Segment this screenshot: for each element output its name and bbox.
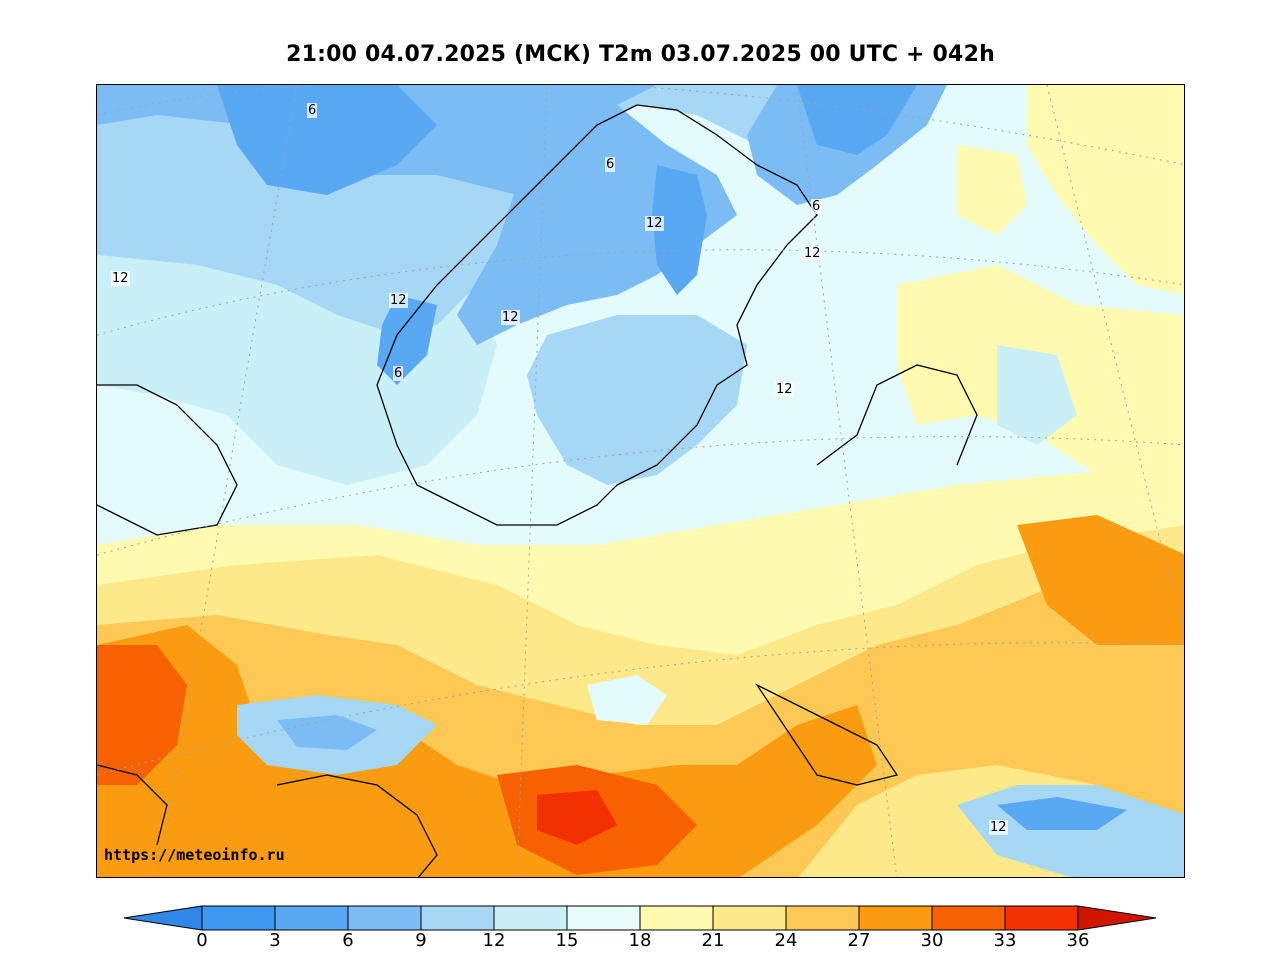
contour-label: 12	[645, 216, 664, 231]
colorbar-tick-label: 30	[920, 930, 944, 951]
band-33-36-iberia	[97, 645, 187, 785]
colorbar-cell	[347, 905, 422, 931]
coastlines	[97, 104, 978, 877]
colorbar-tick-label: 9	[415, 930, 427, 951]
colorbar-cell	[858, 905, 933, 931]
contour-label: 12	[989, 820, 1008, 835]
colorbar-cell	[566, 905, 641, 931]
band-6-9-scandinavia	[652, 165, 707, 295]
colorbar-cell	[201, 905, 276, 931]
colorbar-tick-label: 24	[774, 930, 798, 951]
colorbar-tick-label: 18	[628, 930, 652, 951]
band-36-plus	[537, 790, 617, 845]
contour-label: 6	[811, 199, 822, 214]
band-6-9-caucasus	[997, 797, 1127, 830]
colorbar-tick-label: 33	[993, 930, 1017, 951]
band-9-12-alps	[277, 715, 377, 750]
map-title: 21:00 04.07.2025 (МСК) T2m 03.07.2025 00…	[286, 42, 995, 67]
band-21-24-northeast	[1027, 85, 1184, 295]
colorbar-cell	[1004, 905, 1079, 931]
colorbar-tick-label: 15	[555, 930, 579, 951]
colorbar-tick-label: 27	[847, 930, 871, 951]
band-12-15-baltic	[527, 315, 747, 485]
band-6-9-norway	[377, 295, 437, 385]
colorbar	[124, 905, 1156, 931]
colorbar-cell	[785, 905, 860, 931]
contour-label: 12	[389, 293, 408, 308]
colorbar-cell	[274, 905, 349, 931]
band-6-9-barents	[797, 85, 917, 155]
colorbar-tick-label: 6	[342, 930, 354, 951]
colorbar-cell	[639, 905, 714, 931]
colorbar-tick-label: 36	[1066, 930, 1090, 951]
band-30-33-east	[1017, 515, 1184, 645]
contour-label: 6	[605, 157, 616, 172]
contour-label: 6	[393, 366, 404, 381]
colorbar-cell	[493, 905, 568, 931]
contour-label: 12	[775, 382, 794, 397]
colorbar-cell	[420, 905, 495, 931]
contour-label: 12	[803, 246, 822, 261]
band-9-12-scandinavia	[457, 105, 737, 345]
graticule	[97, 85, 1184, 877]
watermark: https://meteoinfo.ru	[104, 846, 285, 864]
colorbar-tick-label: 12	[482, 930, 506, 951]
colorbar-tick-label: 0	[196, 930, 208, 951]
colorbar-over-arrow	[1077, 905, 1156, 931]
map-canvas	[97, 85, 1184, 877]
colorbar-under-arrow	[124, 905, 203, 931]
band-21-24-patch	[957, 145, 1027, 235]
colorbar-cell	[931, 905, 1006, 931]
temperature-map: 66612121212121261212	[96, 84, 1185, 878]
colorbar-tick-label: 3	[269, 930, 281, 951]
band-15-18-west	[97, 255, 497, 485]
band-6-9-atlantic	[217, 85, 437, 195]
colorbar-tick-label: 21	[701, 930, 725, 951]
contour-label: 12	[501, 310, 520, 325]
contour-label: 12	[111, 271, 130, 286]
colorbar-cell	[712, 905, 787, 931]
contour-label: 6	[307, 103, 318, 118]
band-18-21-patch	[587, 675, 667, 725]
colorbar-labels: 0 3 6 9 12 15 18 21 24 27 30 33 36	[0, 930, 1281, 952]
band-15-18-east	[997, 345, 1077, 445]
